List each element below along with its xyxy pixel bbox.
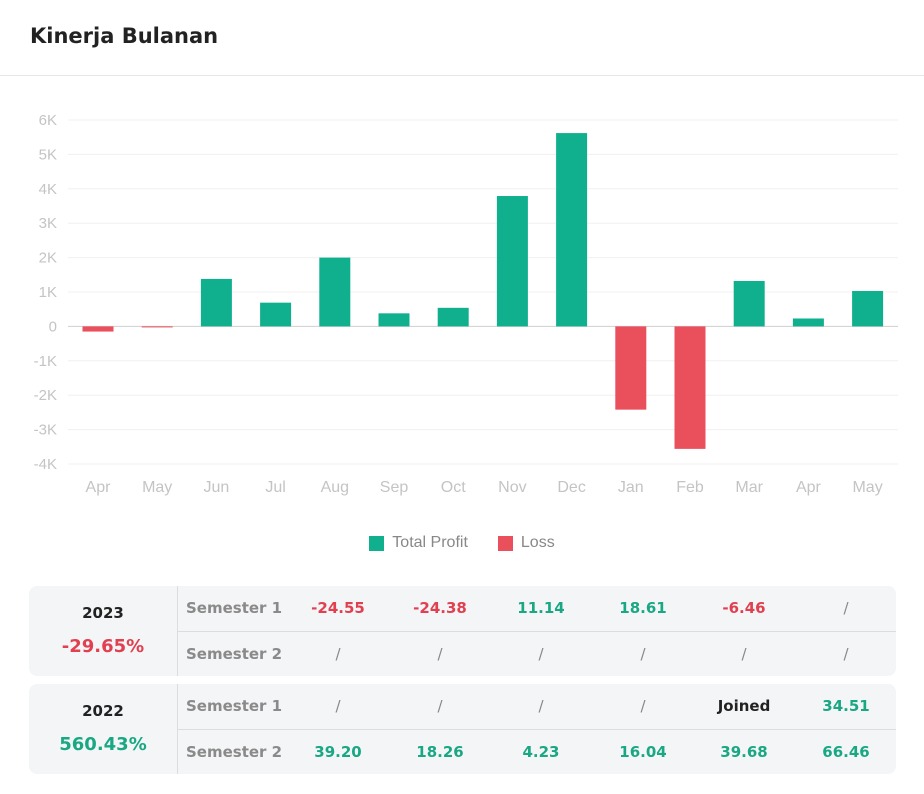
y-tick-label: -1K xyxy=(34,353,57,370)
x-tick-label: Jan xyxy=(618,479,644,496)
performance-cell: / xyxy=(335,645,341,663)
y-tick-label: 6K xyxy=(39,112,57,129)
semester-label: Semester 1 xyxy=(186,599,283,617)
x-tick-label: May xyxy=(142,479,172,496)
performance-cell: / xyxy=(335,697,341,715)
bar-may-13[interactable] xyxy=(852,290,884,327)
bar-feb-10[interactable] xyxy=(674,326,706,449)
year-label: 2022 xyxy=(82,702,124,720)
performance-cell: 16.04 xyxy=(619,743,667,761)
legend-item-loss[interactable]: Loss xyxy=(497,534,555,552)
year-summary: 2023 -29.65% xyxy=(29,586,178,676)
performance-cell: / xyxy=(640,645,646,663)
y-tick-label: 5K xyxy=(39,146,57,163)
performance-cell: 18.61 xyxy=(619,599,667,617)
semester-row: Semester 1 -24.55 -24.38 11.14 18.61 -6.46 / xyxy=(178,586,896,632)
performance-cell: Joined xyxy=(717,697,771,715)
performance-cell: / xyxy=(437,697,443,715)
x-tick-label: Jul xyxy=(265,479,285,496)
performance-cell: -24.55 xyxy=(311,599,365,617)
y-tick-label: 4K xyxy=(39,181,57,198)
performance-cell: 11.14 xyxy=(517,599,565,617)
semester-label: Semester 1 xyxy=(186,697,283,715)
semester-label: Semester 2 xyxy=(186,743,283,761)
x-tick-label: Apr xyxy=(796,479,822,496)
header: Kinerja Bulanan xyxy=(0,0,924,76)
semester-row: Semester 2 39.20 18.26 4.23 16.04 39.68 66.46 xyxy=(178,730,896,774)
y-tick-label: 0 xyxy=(49,318,57,335)
performance-cell: / xyxy=(538,697,544,715)
performance-cell: / xyxy=(640,697,646,715)
bar-aug-4[interactable] xyxy=(319,257,351,327)
chart-legend: Total Profit Loss xyxy=(0,534,924,552)
y-tick-label: 1K xyxy=(39,284,57,301)
year-total-percent: -29.65% xyxy=(61,636,145,657)
bar-may-1[interactable] xyxy=(141,326,173,328)
legend-label-loss: Loss xyxy=(520,534,555,551)
page-title: Kinerja Bulanan xyxy=(30,24,219,48)
performance-cell: / xyxy=(437,645,443,663)
performance-cell: 18.26 xyxy=(416,743,464,761)
x-tick-label: Dec xyxy=(557,479,585,496)
legend-swatch-profit xyxy=(369,535,385,551)
bar-apr-0[interactable] xyxy=(82,326,114,332)
performance-cell: 39.20 xyxy=(314,743,362,761)
semester-row: Semester 2 / / / / / / xyxy=(178,632,896,676)
monthly-performance-chart: 6K 5K 4K 3K 2K 1K 0 -1K -2K -3K -4K Apr May Jun Jul Aug… xyxy=(34,112,898,496)
y-tick-label: -3K xyxy=(34,422,57,439)
y-tick-label: 3K xyxy=(39,215,57,232)
bar-jun-2[interactable] xyxy=(200,278,232,327)
x-tick-label: Oct xyxy=(441,479,466,496)
year-card-2022: 2022 560.43% Semester 1 // / / Joined 34.51 … xyxy=(29,684,896,774)
performance-cell: / xyxy=(843,599,849,617)
performance-cell: -24.38 xyxy=(413,599,467,617)
year-label: 2023 xyxy=(82,604,124,622)
bar-apr-12[interactable] xyxy=(792,318,824,327)
x-tick-label: Nov xyxy=(498,479,526,496)
bar-jan-9[interactable] xyxy=(615,326,647,410)
year-card-2023: 2023 -29.65% Semester 1 -24.55 -24.38 11.1… xyxy=(29,586,896,676)
x-tick-label: May xyxy=(852,479,882,496)
bar-jul-3[interactable] xyxy=(260,302,292,327)
bar-dec-8[interactable] xyxy=(556,133,588,327)
performance-cell: -6.46 xyxy=(722,599,766,617)
performance-cell: / xyxy=(741,645,747,663)
semester-label: Semester 2 xyxy=(186,645,283,663)
performance-cell: 34.51 xyxy=(822,697,870,715)
bar-nov-7[interactable] xyxy=(496,196,528,327)
x-tick-label: Aug xyxy=(321,479,349,496)
y-tick-label: 2K xyxy=(39,250,57,267)
legend-swatch-loss xyxy=(497,535,513,551)
y-tick-label: -4K xyxy=(34,456,57,473)
x-tick-label: Apr xyxy=(86,479,112,496)
x-tick-label: Mar xyxy=(735,479,763,496)
y-tick-label: -2K xyxy=(34,387,57,404)
legend-label-total-profit: Total Profit xyxy=(392,534,468,551)
legend-item-total-profit[interactable]: Total Profit xyxy=(369,534,468,552)
x-tick-label: Feb xyxy=(676,479,704,496)
x-tick-label: Sep xyxy=(380,479,409,496)
semester-row: Semester 1 / / / / Joined 34.51 xyxy=(178,684,896,730)
performance-cell: / xyxy=(538,645,544,663)
x-tick-label: Jun xyxy=(204,479,230,496)
performance-cell: 4.23 xyxy=(522,743,560,761)
year-summary: 2022 560.43% xyxy=(29,684,178,774)
performance-cell: 39.68 xyxy=(720,743,768,761)
bar-sep-5[interactable] xyxy=(378,313,410,327)
bar-oct-6[interactable] xyxy=(437,307,469,327)
year-total-percent: 560.43% xyxy=(59,734,147,755)
bar-mar-11[interactable] xyxy=(733,280,765,327)
performance-cell: / xyxy=(843,645,849,663)
performance-cell: 66.46 xyxy=(822,743,870,761)
